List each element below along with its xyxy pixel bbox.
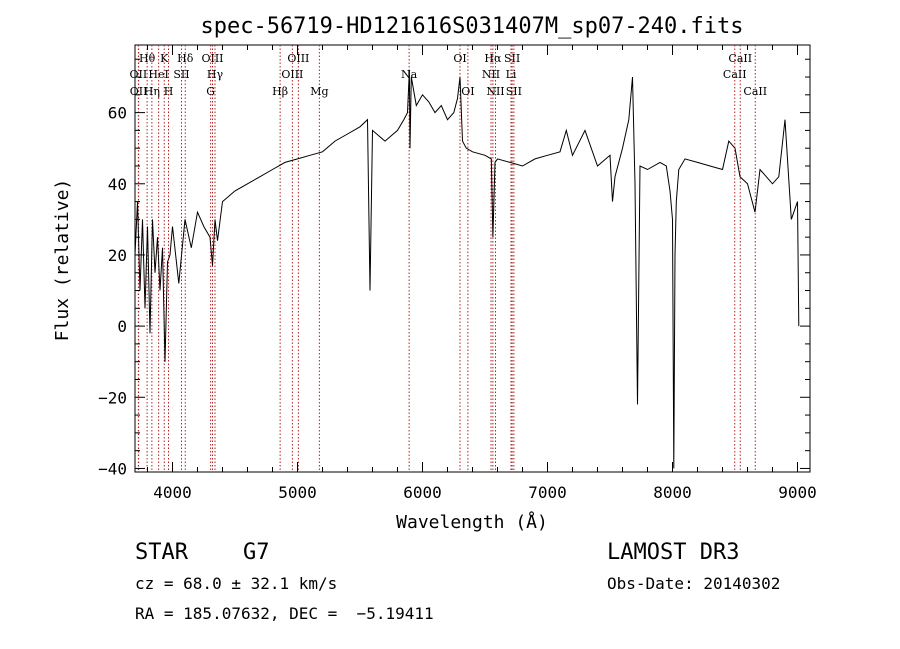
coordinates: RA = 185.07632, DEC = −5.19411 [135, 604, 434, 623]
x-tick-label: 6000 [403, 483, 442, 502]
line-label: G [206, 85, 215, 98]
survey-label: LAMOST DR3 [607, 540, 740, 565]
line-label: CaII [723, 68, 747, 81]
line-label: NII [482, 68, 500, 81]
line-label: CaII [728, 52, 752, 65]
spectrum-series [134, 69, 800, 469]
line-label: Hθ [139, 52, 156, 65]
y-tick-label: 40 [108, 175, 127, 194]
line-label: SII [504, 52, 520, 65]
line-label: OI [453, 52, 466, 65]
x-axis-ticks: 4000 5000 6000 7000 8000 9000 [147, 45, 817, 502]
x-tick-label: 4000 [153, 483, 192, 502]
subclass-label: G7 [243, 540, 270, 565]
y-axis-ticks: −40 −20 0 20 40 60 [98, 58, 810, 478]
x-tick-label: 9000 [778, 483, 817, 502]
line-label: Hγ [207, 68, 224, 81]
line-label: OI [461, 85, 474, 98]
line-label: OII [130, 68, 148, 81]
class-label: STAR [135, 540, 188, 565]
line-label: NII [486, 85, 504, 98]
y-tick-label: 20 [108, 246, 127, 265]
line-label: OII [130, 85, 148, 98]
y-tick-label: −40 [98, 459, 127, 478]
line-label: Hα [484, 52, 502, 65]
y-axis-label: Flux (relative) [52, 179, 73, 342]
x-axis-label: Wavelength (Å) [396, 511, 548, 533]
line-label: Hβ [272, 85, 288, 98]
y-tick-label: 0 [117, 317, 127, 336]
obs-date: Obs-Date: 20140302 [607, 574, 781, 593]
cz-value: cz = 68.0 ± 32.1 km/s [135, 574, 338, 593]
line-label: OIII [287, 52, 309, 65]
line-label: HeI [148, 68, 168, 81]
line-label: OIII [281, 68, 303, 81]
line-label: SII [506, 85, 522, 98]
spectrum-line [134, 69, 800, 469]
line-label: Hη [144, 85, 160, 98]
line-label: Li [506, 68, 517, 81]
chart-title: spec-56719-HD121616S031407M_sp07-240.fit… [200, 14, 743, 39]
line-label: H [164, 85, 174, 98]
line-label: Hδ [177, 52, 194, 65]
line-label: SII [173, 68, 189, 81]
y-tick-label: −20 [98, 388, 127, 407]
line-markers [137, 45, 756, 472]
x-tick-label: 5000 [278, 483, 317, 502]
x-tick-label: 8000 [653, 483, 692, 502]
line-label: CaII [743, 85, 767, 98]
line-label: OIII [201, 52, 223, 65]
x-tick-label: 7000 [528, 483, 567, 502]
y-tick-label: 60 [108, 104, 127, 123]
line-label: K [160, 52, 169, 65]
plot-frame [134, 44, 811, 473]
line-label: Mg [310, 85, 328, 98]
